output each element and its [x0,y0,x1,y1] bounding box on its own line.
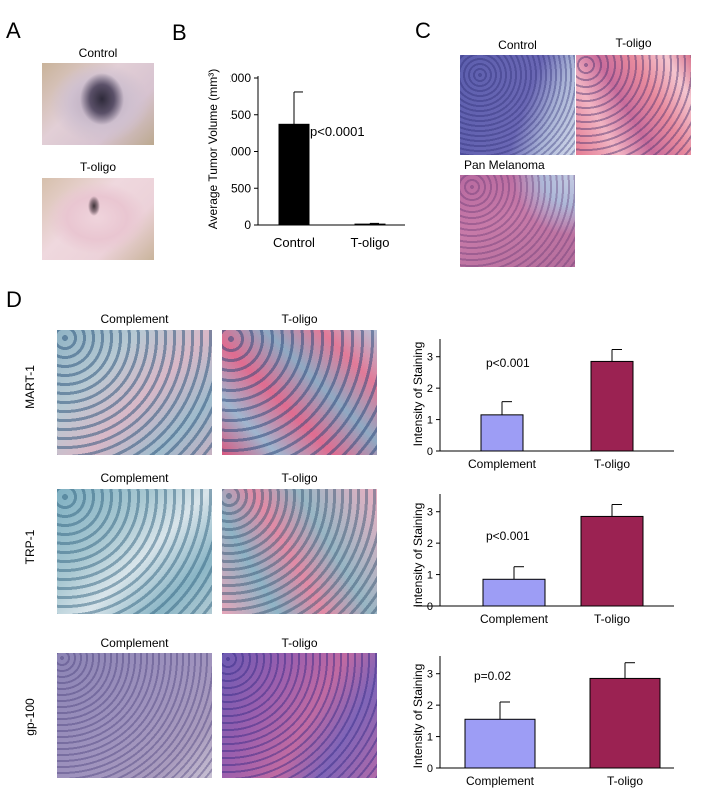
chart-d3-bar-0 [464,718,536,769]
chart-d3: 0 1 2 3 Complement T-oligo p=0.02 [427,656,674,788]
panel-a-toligo-label: T-oligo [79,160,117,174]
chart-d2-bar-0 [482,578,546,607]
panel-label-c: C [415,18,431,43]
chart-d3-xlabel-1: T-oligo [607,774,643,788]
chart-d3-ytick-label-0: 0 [427,763,433,775]
d-row2-toligo-header: T-oligo [281,471,318,485]
trp1-complement-image [57,489,212,614]
histology-control-image [460,55,575,155]
trp1-toligo-image [222,489,377,614]
histology-pan-melanoma-image [460,175,575,267]
chart-b-bar-0 [278,123,310,226]
chart-b-ytick-label-1: 500 [231,181,251,195]
panel-c-pan-label: Pan Melanoma [464,158,545,172]
panel-c-control-label: Control [498,38,537,52]
chart-d1-ytick-label-0: 0 [427,446,433,458]
d-row2-complement-header: Complement [100,471,169,485]
d-row-label-trp1: TRP-1 [23,529,37,565]
chart-d2-ytick-label-3: 3 [427,507,433,519]
panel-label-b: B [172,20,187,45]
histology-toligo-image [576,55,691,155]
gp100-complement-image [57,653,212,778]
chart-d2-ytick-label-2: 2 [427,538,433,550]
chart-d3-ytick-label-3: 3 [427,669,433,681]
chart-d1-xlabel-0: Complement [468,457,537,471]
chart-d3-bar-1 [589,677,661,769]
chart-d3-ytick-label-2: 2 [427,700,433,712]
chart-d3-pvalue: p=0.02 [474,669,511,683]
chart-b-bar-1 [354,223,386,226]
panel-c-toligo-label: T-oligo [615,36,652,50]
d-row1-toligo-header: T-oligo [281,312,318,326]
panel-label-d: D [6,287,22,312]
chart-d1-bar-0 [480,414,524,452]
chart-d3-ytick-label-1: 1 [427,732,433,744]
chart-b-ylabel: Average Tumor Volume (mm³) [206,68,220,230]
mart1-complement-image [57,330,212,455]
d-row-label-gp100: gp-100 [23,698,37,736]
chart-d1-ytick-label-1: 1 [427,415,433,427]
chart-d2-bar-1 [580,515,644,607]
gp100-toligo-image [222,653,377,778]
chart-b-ytick-label-2: 1000 [230,145,251,159]
mart1-toligo-image [222,330,377,455]
chart-d1-ytick-label-2: 2 [427,383,433,395]
panel-a-control-label: Control [78,46,118,60]
chart-d1: 0 1 2 3 Complement T-oligo p<0.001 [427,339,674,471]
chart-d1-xlabel-1: T-oligo [594,457,630,471]
chart-d1-bar-1 [590,360,634,452]
d-row1-complement-header: Complement [100,312,169,326]
mouse-control-photo [42,63,154,145]
chart-d2-ytick-label-0: 0 [427,601,433,613]
chart-b-pvalue: p<0.0001 [310,124,365,139]
chart-d1-pvalue: p<0.001 [486,356,530,370]
chart-d2-ytick-label-1: 1 [427,570,433,582]
chart-b-ytick-label-3: 1500 [230,108,251,122]
chart-d2: 0 1 2 3 Complement T-oligo p<0.001 [416,494,674,626]
d-row-label-mart1: MART-1 [23,365,37,409]
chart-b: 0 500 1000 1500 2000 Control T-oligo p<0.0001 [230,71,405,250]
chart-b-ytick-label-0: 0 [244,218,251,232]
chart-d1-ytick-label-3: 3 [427,352,433,364]
d-row3-toligo-header: T-oligo [281,636,318,650]
panel-label-a: A [6,18,21,43]
chart-b-xlabel-1: T-oligo [350,235,389,250]
chart-d2-pvalue: p<0.001 [486,529,530,543]
chart-d3-xlabel-0: Complement [466,774,535,788]
chart-b-ytick-label-4: 2000 [230,71,251,85]
chart-b-xlabel-0: Control [273,235,315,250]
chart-d2-xlabel-0: Complement [480,612,549,626]
chart-d2-xlabel-1: T-oligo [594,612,630,626]
mouse-toligo-photo [42,178,154,260]
d-row3-complement-header: Complement [100,636,169,650]
